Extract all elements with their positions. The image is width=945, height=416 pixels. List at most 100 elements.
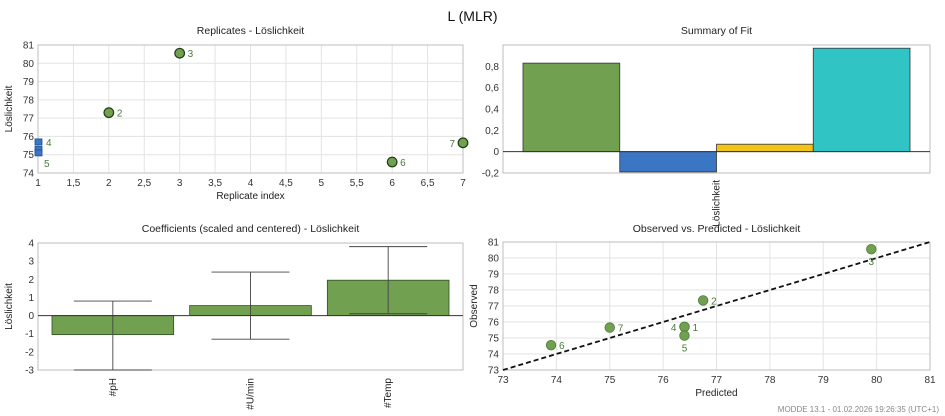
summary-bar	[522, 62, 621, 153]
point-label: 1	[692, 323, 698, 334]
x-tick-label: 79	[818, 375, 830, 386]
summary-bar	[619, 151, 717, 173]
plot-area	[502, 241, 931, 371]
plot-area	[37, 242, 464, 371]
y-tick-label: 3	[28, 257, 34, 268]
x-tick-label: 6,5	[421, 178, 435, 189]
y-tick-label: 79	[488, 270, 500, 281]
x-tick-label: 4,5	[279, 178, 293, 189]
summary-bar	[812, 47, 911, 153]
plot-area	[37, 44, 464, 174]
y-axis-label: Löslichkeit	[4, 283, 15, 330]
footer-timestamp: MODDE 13.1 - 01.02.2026 19:26:35 (UTC+1)	[777, 405, 939, 414]
y-tick-label: 80	[23, 59, 35, 70]
point-label: 6	[559, 341, 565, 352]
x-tick-label: 2	[106, 178, 112, 189]
y-tick-label: 79	[23, 77, 35, 88]
replicate-point-box	[34, 138, 43, 146]
x-tick-label: 73	[497, 375, 509, 386]
y-tick-label: 81	[23, 41, 35, 52]
point-label: 4	[46, 138, 52, 149]
y-tick-label: 0	[493, 147, 499, 158]
point-label: 7	[618, 324, 624, 335]
point-label: 2	[711, 296, 717, 307]
y-tick-label: 1	[28, 293, 34, 304]
point-label: 5	[682, 344, 688, 355]
y-tick-label: 75	[23, 150, 35, 161]
y-tick-label: 74	[23, 169, 35, 180]
plot-area	[502, 44, 931, 174]
x-tick-label: 74	[551, 375, 563, 386]
chart-title: Observed vs. Predicted - Löslichkeit	[633, 223, 801, 235]
replicate-point-box	[34, 149, 43, 157]
y-tick-label: 77	[488, 302, 500, 313]
y-tick-label: 76	[23, 132, 35, 143]
y-tick-label: -0,2	[482, 169, 500, 180]
replicate-point	[386, 156, 398, 168]
point-label: 3	[869, 257, 875, 268]
y-tick-label: 0,6	[485, 83, 499, 94]
y-tick-label: 75	[488, 334, 500, 345]
obs-pred-chart: Observed vs. Predicted - Löslichkeit7374…	[469, 223, 936, 399]
y-tick-label: 4	[28, 239, 34, 250]
y-tick-label: -2	[25, 347, 34, 358]
x-tick-label: 2,5	[137, 178, 151, 189]
x-tick-label: 3	[177, 178, 183, 189]
observed-point	[545, 340, 557, 351]
replicates-chart: Replicates - Löslichkeit7475767778798081…	[4, 25, 469, 202]
y-tick-label: 77	[23, 114, 35, 125]
summary-bar	[716, 143, 814, 153]
x-axis-label: Predicted	[695, 388, 737, 399]
figure-title: L (MLR)	[447, 8, 498, 24]
x-tick-label: 80	[871, 375, 883, 386]
category-label: #U/min	[246, 378, 257, 410]
replicate-point	[174, 47, 186, 59]
y-tick-label: 73	[488, 366, 500, 377]
coefficients-chart: Coefficients (scaled and centered) - Lös…	[4, 223, 464, 410]
y-tick-label: 81	[488, 238, 500, 249]
category-label: #Temp	[383, 378, 394, 408]
x-tick-label: 78	[764, 375, 776, 386]
y-tick-label: -3	[25, 366, 34, 377]
y-tick-label: 0,4	[485, 105, 499, 116]
point-label: 4	[671, 323, 677, 334]
x-tick-label: 77	[711, 375, 723, 386]
observed-point	[679, 321, 690, 333]
observed-point	[697, 295, 709, 306]
point-label: 5	[44, 159, 50, 170]
observed-point	[604, 322, 615, 333]
category-label: #pH	[108, 378, 119, 396]
chart-title: Replicates - Löslichkeit	[197, 25, 304, 37]
y-tick-label: 78	[23, 95, 35, 106]
y-axis-label: Löslichkeit	[4, 85, 15, 132]
point-label: 7	[449, 139, 455, 150]
x-tick-label: 3,5	[208, 178, 222, 189]
x-tick-label: 5	[319, 178, 325, 189]
y-tick-label: 76	[488, 318, 500, 329]
y-tick-label: -1	[25, 329, 34, 340]
x-tick-label: 1	[35, 178, 41, 189]
point-label: 3	[188, 49, 194, 60]
observed-point	[679, 330, 690, 341]
x-tick-label: 5,5	[350, 178, 364, 189]
x-axis-label: Replicate index	[216, 191, 284, 202]
y-tick-label: 0	[28, 311, 34, 322]
fit-line	[502, 241, 931, 371]
chart-title: Summary of Fit	[681, 25, 752, 37]
x-tick-label: 1,5	[66, 178, 80, 189]
replicate-point	[457, 137, 469, 149]
observed-point	[866, 243, 877, 255]
point-label: 6	[400, 158, 406, 169]
y-axis-label: Observed	[469, 284, 480, 327]
x-tick-label: 7	[460, 178, 466, 189]
x-tick-label: 75	[604, 375, 616, 386]
y-tick-label: 78	[488, 286, 500, 297]
y-tick-label: 0,8	[485, 62, 499, 73]
x-tick-label: 6	[389, 178, 395, 189]
y-tick-label: 74	[488, 350, 500, 361]
x-tick-label: 81	[924, 375, 936, 386]
y-tick-label: 2	[28, 275, 34, 286]
summary-chart: Summary of Fit -0,2 0 0,2 0,4 0,6 0,8 Löslichke…	[482, 25, 931, 227]
point-label: 2	[117, 109, 123, 120]
